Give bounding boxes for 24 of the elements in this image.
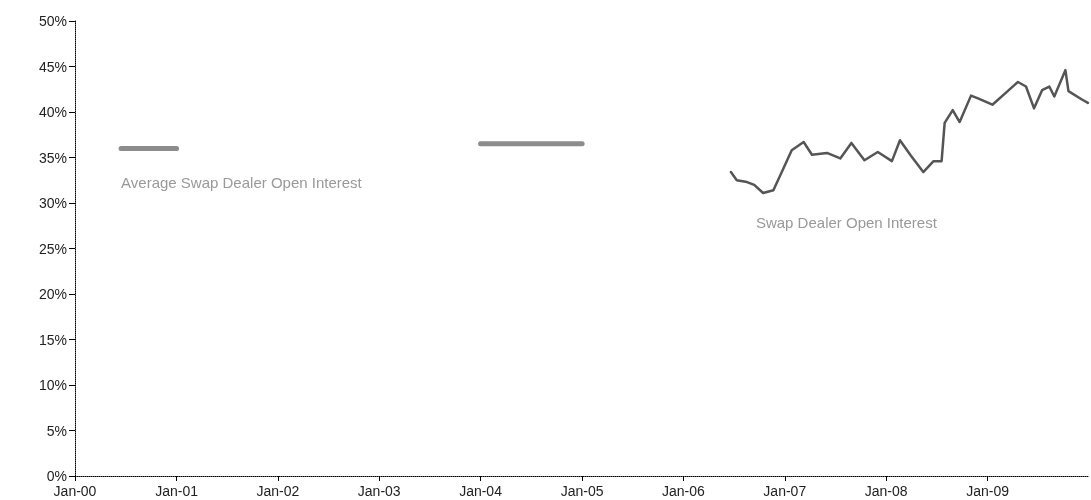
y-tick-label: 50% — [38, 13, 67, 29]
y-tick-label: 15% — [38, 331, 67, 348]
x-tick-label: Jan-09 — [966, 483, 1010, 499]
y-tick-label: 5% — [46, 422, 67, 439]
y-tick-label: 45% — [38, 58, 67, 75]
y-tick-label: 35% — [38, 149, 67, 166]
x-tick-label: Jan-00 — [53, 483, 97, 499]
x-tick-label: Jan-08 — [864, 483, 908, 499]
y-tick-label: 20% — [38, 286, 67, 302]
y-tick-label: 25% — [38, 240, 67, 257]
y-tick-label: 30% — [38, 195, 67, 211]
line-series — [729, 68, 1090, 195]
x-tick-label: Jan-07 — [763, 483, 807, 499]
x-tick-label: Jan-01 — [155, 483, 199, 499]
x-tick-label: Jan-06 — [662, 483, 706, 499]
x-tick-label: Jan-04 — [459, 483, 503, 499]
y-tick-label: 10% — [38, 377, 67, 393]
x-tick-label: Jan-03 — [357, 483, 401, 499]
series-label: Swap Dealer Open Interest — [755, 213, 938, 231]
y-tick-label: 40% — [38, 104, 67, 120]
x-tick-label: Jan-02 — [256, 483, 300, 499]
series-label: Average Swap Dealer Open Interest — [121, 173, 363, 191]
x-tick-label: Jan-05 — [560, 483, 604, 499]
y-tick-label: 0% — [46, 468, 67, 484]
